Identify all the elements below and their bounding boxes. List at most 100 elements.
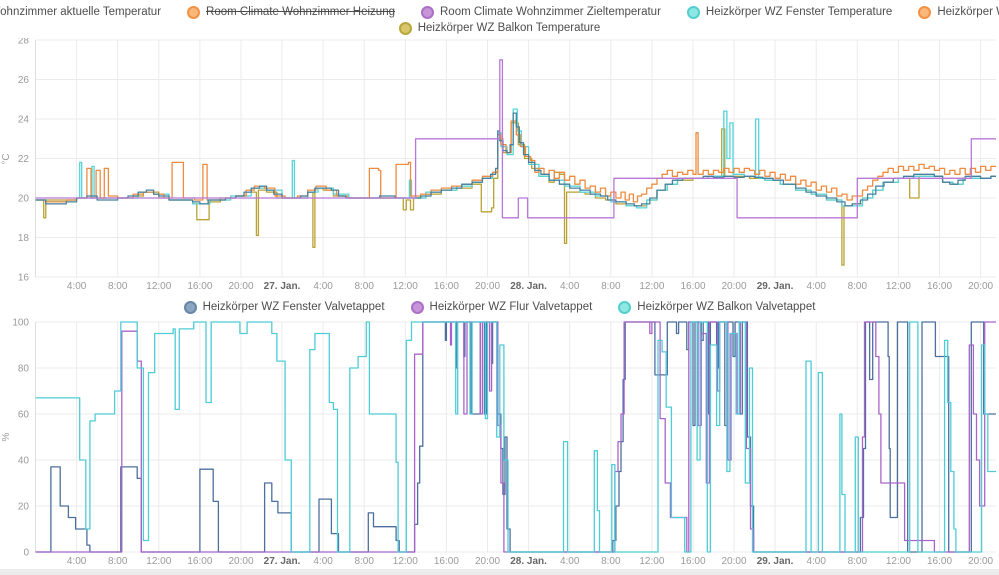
legend-item-heizk-rper-wz-flur-temperature[interactable]: Heizkörper WZ Flur Temperature [918, 5, 999, 19]
series-color-icon [187, 5, 201, 19]
legend-label: Heizkörper WZ Fenster Temperature [705, 6, 893, 18]
series-line-room-climate-wohnzimmer-aktuelle-temperatur [35, 112, 996, 207]
x-tick-label: 28. Jan. [510, 281, 547, 292]
y-tick-label: 20 [18, 502, 30, 513]
x-tick-label: 8:00 [354, 556, 374, 567]
y-tick-label: 22 [18, 154, 30, 165]
x-tick-label: 4:00 [67, 281, 87, 292]
x-tick-label: 20:00 [228, 281, 253, 292]
x-tick-label: 16:00 [187, 556, 212, 567]
x-tick-label: 4:00 [806, 281, 826, 292]
temperature-chart[interactable]: 16 18 20 22 24 26 28 °C 4:00 8:00 12:00 16:00 20:00 2… [0, 38, 999, 296]
x-tick-label: 20:00 [968, 556, 993, 567]
legend-item-heizk-rper-wz-flur-valvetappet[interactable]: Heizkörper WZ Flur Valvetappet [410, 300, 593, 314]
legend-item-heizk-rper-wz-fenster-temperature[interactable]: Heizkörper WZ Fenster Temperature [686, 5, 893, 19]
legend-item-heizk-rper-wz-balkon-valvetappet[interactable]: Heizkörper WZ Balkon Valvetappet [618, 300, 816, 314]
x-tick-label: 20:00 [475, 281, 500, 292]
x-tick-label: 16:00 [927, 281, 952, 292]
x-tick-label: 8:00 [108, 281, 128, 292]
x-tick-label: 8:00 [601, 556, 621, 567]
legend-item-room-climate-wohnzimmer-aktuelle-temperatur[interactable]: Room Climate Wohnzimmer aktuelle Tempera… [0, 6, 161, 19]
legend-item-heizk-rper-wz-fenster-valvetappet[interactable]: Heizkörper WZ Fenster Valvetappet [183, 300, 385, 314]
y-tick-label: 16 [18, 273, 30, 284]
x-tick-label: 12:00 [146, 281, 171, 292]
valve-chart[interactable]: 0 20 40 60 80 100% 4:00 8:00 12:00 16:00 20:00 27. … [0, 312, 999, 572]
x-tick-label: 16:00 [680, 556, 705, 567]
y-tick-label: 28 [18, 38, 30, 47]
y-tick-label: 20 [18, 194, 30, 205]
x-tick-label: 8:00 [601, 281, 621, 292]
series-color-icon [421, 5, 434, 19]
series-color-icon [410, 300, 424, 314]
x-tick-label: 20:00 [721, 556, 746, 567]
series-color-icon [918, 5, 932, 19]
y-tick-label: 24 [18, 115, 30, 126]
series-color-icon [398, 21, 412, 35]
x-tick-label: 12:00 [886, 556, 911, 567]
x-tick-label: 4:00 [313, 281, 333, 292]
legend-label: Heizkörper WZ Flur Valvetappet [429, 301, 593, 313]
series-line-room-climate-wohnzimmer-zieltemperatur [35, 59, 996, 219]
legend-label: Heizkörper WZ Balkon Temperature [417, 22, 601, 34]
x-tick-label: 12:00 [393, 556, 418, 567]
valve-legend: Heizkörper WZ Fenster Valvetappet Heizkör… [0, 299, 999, 315]
x-tick-label: 4:00 [560, 281, 580, 292]
y-axis-unit-label: °C [1, 153, 12, 164]
legend-item-room-climate-wohnzimmer-zieltemperatur[interactable]: Room Climate Wohnzimmer Zieltemperatur [421, 5, 661, 19]
x-tick-label: 29. Jan. [757, 281, 794, 292]
horizontal-scrollbar[interactable] [0, 569, 999, 575]
x-tick-label: 27. Jan. [264, 556, 301, 567]
x-tick-label: 4:00 [313, 556, 333, 567]
y-tick-label: 26 [18, 75, 30, 86]
x-tick-label: 8:00 [848, 556, 868, 567]
x-tick-label: 12:00 [639, 556, 664, 567]
x-tick-label: 28. Jan. [510, 556, 547, 567]
legend-label: Heizkörper WZ Balkon Valvetappet [637, 301, 816, 313]
legend-row: Room Climate Wohnzimmer aktuelle Tempera… [0, 4, 999, 20]
x-tick-label: 20:00 [475, 556, 500, 567]
x-tick-label: 16:00 [434, 556, 459, 567]
legend-label: Heizkörper WZ Flur Temperature [937, 6, 999, 18]
x-tick-label: 20:00 [968, 281, 993, 292]
y-tick-label: 40 [18, 456, 30, 467]
x-tick-label: 12:00 [393, 281, 418, 292]
x-tick-label: 16:00 [927, 556, 952, 567]
legend-label: Room Climate Wohnzimmer Zieltemperatur [440, 6, 661, 18]
x-tick-label: 12:00 [146, 556, 171, 567]
x-tick-label: 20:00 [721, 281, 746, 292]
legend-label: Heizkörper WZ Fenster Valvetappet [202, 301, 385, 313]
x-tick-label: 4:00 [67, 556, 87, 567]
temperature-legend: Room Climate Wohnzimmer aktuelle Tempera… [0, 4, 999, 36]
x-tick-label: 16:00 [434, 281, 459, 292]
legend-item-heizk-rper-wz-balkon-temperature[interactable]: Heizkörper WZ Balkon Temperature [398, 21, 601, 35]
legend-row: Heizkörper WZ Balkon Temperature [0, 20, 999, 36]
x-tick-label: 8:00 [108, 556, 128, 567]
x-tick-label: 12:00 [639, 281, 664, 292]
legend-label: Room Climate Wohnzimmer Heizung [206, 6, 395, 18]
legend-item-room-climate-wohnzimmer-heizung[interactable]: Room Climate Wohnzimmer Heizung [187, 5, 395, 19]
series-color-icon [686, 5, 700, 19]
x-tick-label: 29. Jan. [757, 556, 794, 567]
x-tick-label: 8:00 [354, 281, 374, 292]
y-tick-label: 18 [18, 233, 30, 244]
legend-row: Heizkörper WZ Fenster Valvetappet Heizkör… [0, 299, 999, 315]
y-tick-label: 100 [12, 318, 29, 329]
x-tick-label: 4:00 [806, 556, 826, 567]
y-tick-label: 60 [18, 410, 30, 421]
x-tick-label: 27. Jan. [264, 281, 301, 292]
series-line-heizk-rper-wz-balkon-temperature [35, 122, 996, 266]
x-tick-label: 20:00 [228, 556, 253, 567]
x-tick-label: 8:00 [848, 281, 868, 292]
legend-label: Room Climate Wohnzimmer aktuelle Tempera… [0, 6, 162, 18]
series-line-heizk-rper-wz-flur-temperature [35, 120, 996, 203]
series-line-heizk-rper-wz-balkon-valvetappet [35, 321, 996, 553]
x-tick-label: 12:00 [886, 281, 911, 292]
series-color-icon [618, 300, 632, 314]
x-tick-label: 4:00 [560, 556, 580, 567]
y-axis-unit-label: % [1, 432, 12, 441]
series-color-icon [183, 300, 197, 314]
x-tick-label: 16:00 [680, 281, 705, 292]
x-tick-label: 16:00 [187, 281, 212, 292]
y-tick-label: 80 [18, 364, 30, 375]
y-tick-label: 0 [23, 548, 29, 559]
